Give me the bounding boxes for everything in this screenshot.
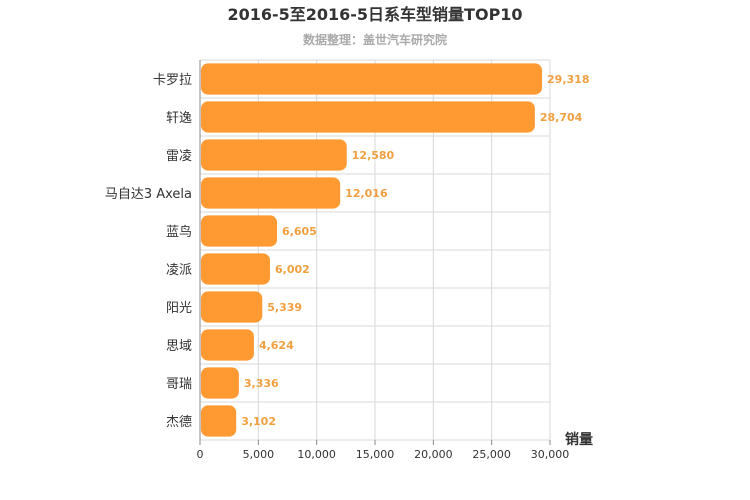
bar-value-label: 3,102 [241,415,276,428]
category-label: 凌派 [166,263,192,278]
category-label: 卡罗拉 [153,73,192,88]
x-tick-label: 25,000 [472,448,511,461]
bar [201,405,237,437]
bar [201,329,254,361]
chart-subtitle: 数据整理：盖世汽车研究院 [303,32,447,47]
x-tick-label: 20,000 [414,448,453,461]
bar-value-label: 4,624 [259,339,294,352]
bar-value-label: 3,336 [244,377,279,390]
x-tick-labels: 0 5,000 10,000 15,000 20,000 25,000 30,000 [197,448,570,461]
category-label: 轩逸 [166,111,192,126]
bars [201,63,543,437]
bar [201,177,341,209]
bar [201,367,239,399]
category-label: 哥瑞 [166,377,192,392]
bar [201,101,535,133]
x-axis-title: 销量 [565,431,593,448]
bar-value-label: 12,016 [345,187,388,200]
x-tick-label: 5,000 [243,448,275,461]
bar-value-label: 29,318 [547,73,589,86]
bar-value-label: 28,704 [540,111,583,124]
bar [201,215,278,247]
bar-value-label: 6,605 [282,225,317,238]
x-tick-label: 30,000 [531,448,570,461]
chart-title: 2016-5至2016-5日系车型销量TOP10 [227,5,522,24]
category-label: 阳光 [166,301,192,316]
category-label: 马自达3 Axela [105,187,192,202]
category-label: 思域 [166,339,192,354]
bar-value-label: 12,580 [352,149,395,162]
bar-value-label: 6,002 [275,263,310,276]
bar [201,63,543,95]
category-label: 雷凌 [166,149,192,164]
category-label: 蓝鸟 [166,224,192,240]
value-labels: 29,318 28,704 12,580 12,016 6,605 6,002 5,339 4… [241,73,589,428]
bar [201,253,271,285]
bar [201,291,263,323]
grid [199,59,551,445]
x-tick-label: 0 [197,448,204,461]
x-tick-label: 15,000 [356,448,395,461]
category-label: 杰德 [166,415,192,430]
x-tick-label: 10,000 [297,448,336,461]
bar-value-label: 5,339 [267,301,302,314]
bar [201,139,347,171]
